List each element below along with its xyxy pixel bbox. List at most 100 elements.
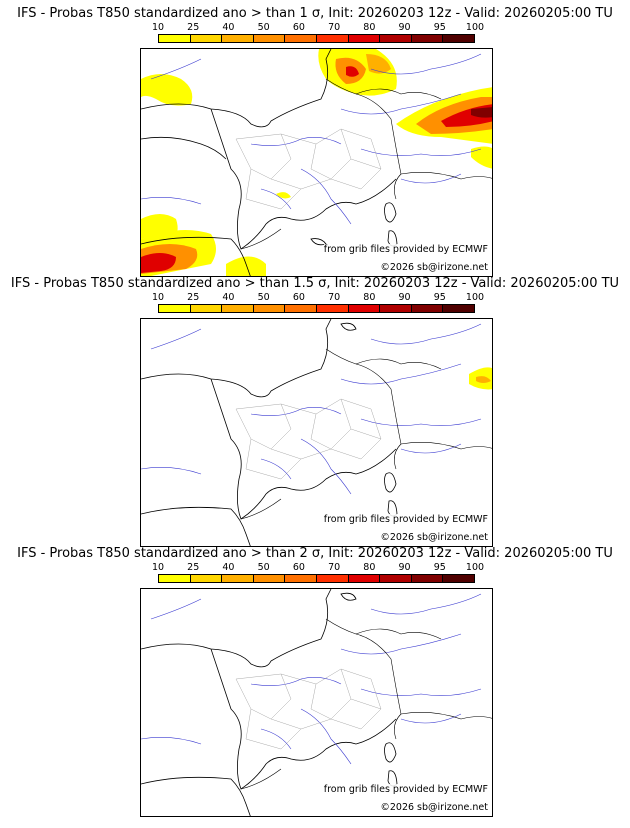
rivers	[141, 323, 482, 495]
legend-tick-label: 40	[222, 22, 235, 33]
legend-tick-label: 90	[398, 562, 411, 573]
legend-tick-label: 60	[292, 22, 305, 33]
legend-tick-labels: 10 25 40 50 60 70 80 90 95 100	[152, 292, 484, 304]
legend-color-swatch	[316, 35, 349, 42]
legend-tick-label: 100	[465, 562, 485, 573]
legend-tick-label: 60	[292, 292, 305, 303]
source-credit: from grib files provided by ECMWF	[323, 784, 488, 796]
legend-color-swatch	[159, 575, 191, 582]
coastline	[141, 49, 398, 276]
map-canvas	[141, 589, 492, 816]
legend-color-swatch	[222, 35, 254, 42]
map-panel-1-5sigma: IFS - Probas T850 standardized ano > tha…	[0, 276, 630, 547]
probability-shading	[141, 49, 492, 276]
legend-color-bar	[158, 34, 475, 43]
coastline	[141, 319, 398, 546]
map-canvas	[141, 49, 492, 276]
legend-color-swatch	[316, 305, 349, 312]
coastline	[141, 589, 398, 816]
regional-borders	[235, 398, 382, 480]
legend-color-swatch	[380, 35, 412, 42]
probability-map: from grib files provided by ECMWF ©2026 …	[140, 48, 493, 277]
legend-color-swatch	[348, 575, 381, 582]
legend-color-swatch	[222, 305, 254, 312]
legend-color-swatch	[443, 35, 474, 42]
legend-tick-labels: 10 25 40 50 60 70 80 90 95 100	[152, 22, 484, 34]
legend-tick-label: 25	[187, 292, 200, 303]
legend-color-swatch	[443, 575, 474, 582]
color-legend: 10 25 40 50 60 70 80 90 95 100	[152, 22, 484, 45]
legend-color-swatch	[380, 305, 412, 312]
color-legend: 10 25 40 50 60 70 80 90 95 100	[152, 562, 484, 585]
legend-color-swatch	[348, 305, 381, 312]
legend-color-swatch	[443, 305, 474, 312]
legend-tick-label: 100	[465, 22, 485, 33]
source-credit: from grib files provided by ECMWF	[323, 514, 488, 526]
rivers	[141, 593, 482, 765]
legend-tick-label: 90	[398, 292, 411, 303]
legend-tick-label: 25	[187, 22, 200, 33]
probability-map: from grib files provided by ECMWF ©2026 …	[140, 318, 493, 547]
legend-color-swatch	[411, 35, 444, 42]
legend-tick-label: 70	[328, 292, 341, 303]
legend-tick-label: 10	[151, 562, 165, 573]
regional-borders	[235, 668, 382, 750]
copyright-credit: ©2026 sb@irizone.net	[380, 802, 488, 814]
copyright-credit: ©2026 sb@irizone.net	[380, 532, 488, 544]
legend-tick-label: 80	[363, 22, 376, 33]
legend-tick-label: 40	[222, 562, 235, 573]
color-legend: 10 25 40 50 60 70 80 90 95 100	[152, 292, 484, 315]
legend-color-swatch	[190, 35, 223, 42]
source-credit: from grib files provided by ECMWF	[323, 244, 488, 256]
legend-tick-label: 50	[257, 22, 270, 33]
legend-color-swatch	[285, 35, 317, 42]
national-borders	[240, 618, 492, 790]
legend-color-swatch	[253, 575, 286, 582]
legend-tick-label: 25	[187, 562, 200, 573]
legend-tick-label: 70	[328, 22, 341, 33]
legend-tick-label: 10	[151, 292, 165, 303]
legend-tick-label: 80	[363, 562, 376, 573]
legend-color-bar	[158, 574, 475, 583]
legend-color-swatch	[411, 575, 444, 582]
legend-color-swatch	[190, 305, 223, 312]
legend-color-swatch	[411, 305, 444, 312]
legend-color-swatch	[285, 575, 317, 582]
legend-color-swatch	[253, 305, 286, 312]
legend-tick-label: 70	[328, 562, 341, 573]
legend-tick-label: 80	[363, 292, 376, 303]
map-canvas	[141, 319, 492, 546]
legend-color-swatch	[380, 575, 412, 582]
legend-tick-label: 40	[222, 292, 235, 303]
legend-tick-label: 95	[433, 22, 446, 33]
legend-tick-label: 95	[433, 292, 446, 303]
legend-tick-label: 95	[433, 562, 446, 573]
legend-color-swatch	[159, 35, 191, 42]
map-panel-2sigma: IFS - Probas T850 standardized ano > tha…	[0, 546, 630, 817]
national-borders	[240, 78, 492, 250]
legend-color-swatch	[222, 575, 254, 582]
copyright-credit: ©2026 sb@irizone.net	[380, 262, 488, 274]
national-borders	[240, 348, 492, 520]
legend-color-bar	[158, 304, 475, 313]
legend-tick-label: 100	[465, 292, 485, 303]
legend-color-swatch	[285, 305, 317, 312]
legend-color-swatch	[253, 35, 286, 42]
legend-tick-label: 50	[257, 562, 270, 573]
legend-tick-labels: 10 25 40 50 60 70 80 90 95 100	[152, 562, 484, 574]
probability-shading	[469, 367, 492, 390]
legend-tick-label: 10	[151, 22, 165, 33]
panel-title: IFS - Probas T850 standardized ano > tha…	[17, 6, 613, 21]
legend-color-swatch	[316, 575, 349, 582]
legend-tick-label: 90	[398, 22, 411, 33]
panel-title: IFS - Probas T850 standardized ano > tha…	[10, 276, 620, 291]
map-panel-1sigma: IFS - Probas T850 standardized ano > tha…	[0, 6, 630, 277]
legend-color-swatch	[348, 35, 381, 42]
legend-tick-label: 50	[257, 292, 270, 303]
rivers	[141, 53, 482, 225]
panel-title: IFS - Probas T850 standardized ano > tha…	[17, 546, 613, 561]
regional-borders	[235, 128, 382, 210]
legend-color-swatch	[159, 305, 191, 312]
probability-map: from grib files provided by ECMWF ©2026 …	[140, 588, 493, 817]
legend-color-swatch	[190, 575, 223, 582]
